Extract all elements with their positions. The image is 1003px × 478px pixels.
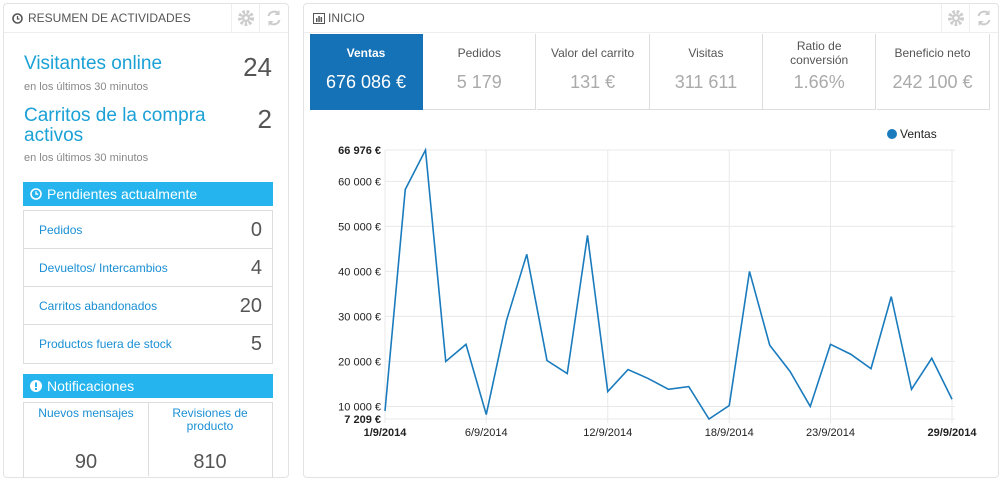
x-tick-label: 1/9/2014 [364,427,408,439]
pending-value: 20 [239,295,262,317]
pending-list: Pedidos 0 Devueltos/ Intercambios 4 Carrit… [23,210,273,364]
y-tick-label: 50 000 € [338,221,381,233]
notification-item[interactable]: Nuevos mensajes 90 [24,403,149,476]
y-tick-label: 30 000 € [338,311,381,323]
pending-label[interactable]: Pedidos [39,223,83,237]
y-tick-label: 20 000 € [338,356,381,368]
y-tick-label: 7 209 € [344,414,381,426]
notification-item[interactable]: Revisiones de producto 810 [148,403,272,476]
kpi-value: 5 179 [456,72,502,92]
kpi-value: 131 € [570,72,616,92]
sales-chart: 7 209 €10 000 € 20 000 € 30 000 € 40 000 € 5… [338,127,978,439]
kpi-tab[interactable]: Ventas 676 086 € [310,34,423,110]
chart-icon [313,13,325,24]
dashboard-panel: INICIO Ventas 676 086 € Pedidos 5 179 Valor … [303,3,999,478]
kpi-value: 242 100 € [892,72,973,92]
section-title: Pendientes actualmente [47,186,198,202]
refresh-button[interactable] [969,4,998,32]
pending-row[interactable]: Productos fuera de stock 5 [24,325,272,363]
kpi-label: Beneficio neto [894,46,971,60]
kpi-tab[interactable]: Ratio de conversión 1.66% [763,34,877,110]
pending-label[interactable]: Devueltos/ Intercambios [39,261,168,275]
pending-row[interactable]: Pedidos 0 [24,211,272,249]
legend-label: Ventas [900,127,937,141]
kpi-tab[interactable]: Valor del carrito 131 € [536,34,650,110]
notification-label[interactable]: Revisiones de producto [172,406,248,433]
stat-value: 2 [257,104,272,134]
kpi-value: 1.66% [793,72,845,92]
line-series [384,147,953,421]
kpi-label: Pedidos [457,46,501,60]
stat-label: Visitantes online [24,53,163,74]
stat-label: Carritos de la compra activos [24,105,206,146]
clock-icon [12,13,23,24]
x-tick-label: 6/9/2014 [465,427,508,439]
x-tick-label: 12/9/2014 [583,427,632,439]
alert-icon [30,380,42,392]
panel-header: RESUMEN DE ACTIVIDADES [4,4,288,33]
config-button[interactable] [231,4,260,32]
clock-icon [30,188,42,200]
pending-row[interactable]: Devueltos/ Intercambios 4 [24,249,272,287]
kpi-tab[interactable]: Pedidos 5 179 [423,34,537,110]
config-button[interactable] [941,4,970,32]
notification-label[interactable]: Nuevos mensajes [38,406,134,420]
y-tick-label: 10 000 € [338,401,381,413]
panel-title: INICIO [328,11,365,25]
stat-value: 24 [243,52,272,82]
kpi-label: Valor del carrito [551,46,635,60]
kpi-tab[interactable]: Beneficio neto 242 100 € [876,34,990,110]
panel-title: RESUMEN DE ACTIVIDADES [28,11,191,25]
kpi-label: Ventas [346,46,386,60]
stat-note: en los últimos 30 minutos [24,152,149,164]
pending-label[interactable]: Carritos abandonados [39,299,158,313]
x-tick-label: 29/9/2014 [928,427,978,439]
y-tick-label: 60 000 € [338,176,381,188]
pending-value: 0 [250,219,262,241]
notification-value: 810 [193,451,227,473]
pending-value: 5 [250,333,262,355]
stat-note: en los últimos 30 minutos [24,81,149,93]
section-bar: Pendientes actualmente [23,182,273,206]
kpi-value: 676 086 € [325,72,407,92]
y-tick-label: 66 976 € [338,145,381,157]
activity-panel: RESUMEN DE ACTIVIDADES Visitantes online… [3,3,289,478]
notification-value: 90 [74,451,98,473]
pending-value: 4 [250,257,262,279]
x-tick-label: 18/9/2014 [705,427,754,439]
refresh-button[interactable] [259,4,288,32]
kpi-value: 311 611 [674,72,738,92]
x-tick-label: 23/9/2014 [806,427,855,439]
kpi-label: Ratio de conversión [790,39,849,67]
y-tick-label: 40 000 € [338,266,381,278]
kpi-label: Visitas [688,46,724,60]
panel-header: INICIO [304,4,998,33]
section-bar: Notificaciones [23,374,273,398]
notification-box: Nuevos mensajes 90 Revisiones de product… [23,402,273,478]
legend-swatch [887,129,897,139]
pending-label[interactable]: Productos fuera de stock [39,337,172,351]
pending-row[interactable]: Carritos abandonados 20 [24,287,272,325]
section-title: Notificaciones [47,378,135,394]
kpi-tab[interactable]: Visitas 311 611 [649,34,763,110]
